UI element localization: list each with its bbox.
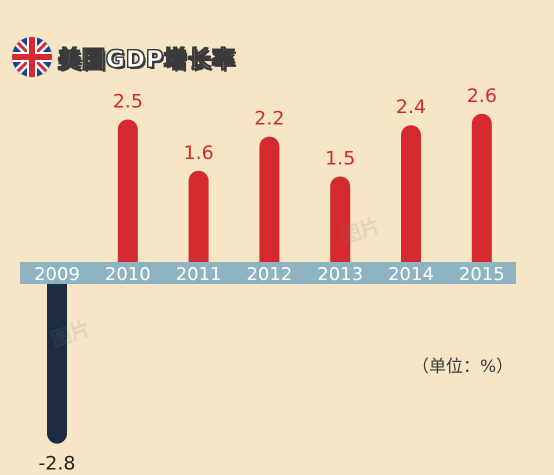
tick-label: 2013 — [317, 264, 363, 285]
data-label: 1.6 — [183, 142, 213, 164]
data-label: 1.5 — [325, 148, 355, 170]
data-label: 2.2 — [254, 108, 284, 130]
tick-label: 2015 — [459, 264, 505, 285]
tick-label: 2014 — [388, 264, 434, 285]
tick-label: 2010 — [105, 264, 151, 285]
data-label: 2.5 — [113, 91, 143, 113]
tick-label: 2012 — [246, 264, 292, 285]
data-label: 2.6 — [467, 85, 497, 107]
tick-label: 2011 — [176, 264, 222, 285]
tick-label: 2009 — [34, 264, 80, 285]
bar — [401, 125, 421, 272]
bar — [472, 114, 492, 272]
data-label: 2.4 — [396, 96, 426, 118]
bar — [189, 171, 209, 272]
unit-note: （单位：%） — [412, 352, 513, 377]
data-label: -2.8 — [38, 453, 75, 475]
bar — [118, 120, 138, 273]
bar — [47, 274, 67, 444]
bar — [259, 137, 279, 272]
